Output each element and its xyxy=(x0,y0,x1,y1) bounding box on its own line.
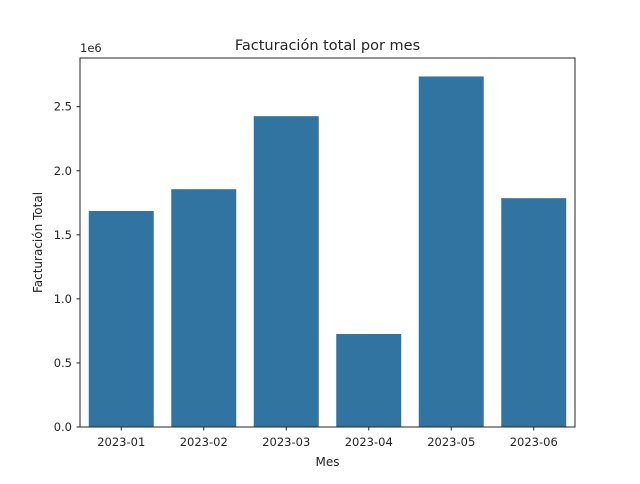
x-tick-label: 2023-05 xyxy=(427,435,475,449)
x-tick-label: 2023-06 xyxy=(510,435,558,449)
bar-2023-02 xyxy=(170,188,238,428)
bar-2023-05 xyxy=(417,75,485,428)
x-tick-label: 2023-01 xyxy=(97,435,145,449)
bar-2023-06 xyxy=(500,197,568,428)
x-tick-label: 2023-02 xyxy=(180,435,228,449)
x-axis-label: Mes xyxy=(316,455,340,469)
y-tick-label: 0.5 xyxy=(54,356,72,370)
y-tick-label: 1.0 xyxy=(54,292,72,306)
x-tick-label: 2023-03 xyxy=(262,435,310,449)
bar-2023-01 xyxy=(87,209,155,428)
y-tick-label: 1.5 xyxy=(54,228,72,242)
y-tick-label: 2.0 xyxy=(54,164,72,178)
axes-frame xyxy=(79,57,576,428)
y-axis-label: Facturación Total xyxy=(31,192,45,293)
y-axis-offset-text: 1e6 xyxy=(80,41,102,55)
chart-title: Facturación total por mes xyxy=(235,38,420,54)
ticks-group: 2023-01 2023-02 2023-03 2023-04 2023-05 2023-… xyxy=(54,100,558,449)
bar-2023-03 xyxy=(252,115,320,428)
y-tick-label: 2.5 xyxy=(54,100,72,114)
bar-2023-04 xyxy=(335,332,403,428)
bars-group xyxy=(87,75,568,428)
y-tick-label: 0.0 xyxy=(54,420,72,434)
x-tick-label: 2023-04 xyxy=(345,435,393,449)
